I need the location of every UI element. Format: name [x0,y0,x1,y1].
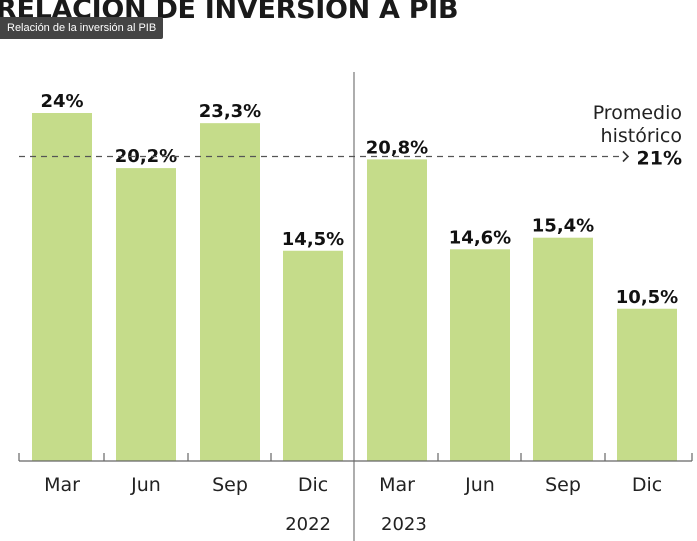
category-label-1: Mar [44,474,80,496]
value-label-4: 14,5% [282,229,344,250]
category-label-2: Jun [130,474,161,496]
bar-7 [533,237,593,461]
value-labels-group: 24%20,2%23,3%14,5%20,8%14,6%15,4%10,5% [40,91,678,308]
bar-4 [283,250,343,461]
axis-ticks-group [18,453,693,461]
category-label-6: Jun [464,474,495,496]
category-label-4: Dic [298,474,328,496]
bar-5 [367,159,427,461]
category-label-3: Sep [212,474,248,496]
category-label-5: Mar [379,474,415,496]
value-label-7: 15,4% [532,216,594,237]
year-label-2023: 2023 [381,514,427,535]
value-label-8: 10,5% [616,287,678,308]
category-label-8: Dic [632,474,662,496]
category-label-7: Sep [545,474,581,496]
average-arrow-icon [622,150,630,163]
average-label-line1: Promedio [593,102,682,124]
category-labels-group: Mar Jun Sep Dic Mar Jun Sep Dic [44,474,662,496]
bar-3 [200,123,260,462]
value-label-5: 20,8% [366,137,428,158]
bar-2 [116,168,176,461]
bar-6 [450,249,510,461]
year-label-2022: 2022 [285,514,331,535]
bar-1 [32,113,92,461]
average-label-line2: histórico [601,125,682,147]
year-labels-group: 2022 2023 [285,514,427,535]
bar-8 [617,308,677,461]
average-value-label: 21% [637,148,682,170]
bars-group [32,113,677,462]
value-label-3: 23,3% [199,101,261,122]
tooltip: Relación de la inversión al PIB [0,17,164,39]
value-label-6: 14,6% [449,227,511,248]
value-label-1: 24% [40,91,83,112]
